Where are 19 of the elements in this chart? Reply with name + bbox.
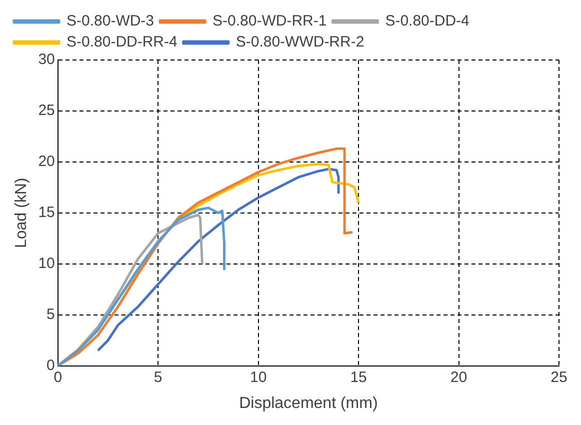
y-tick-label: 25 <box>38 102 55 120</box>
legend-label: S-0.80-DD-4 <box>385 12 470 30</box>
y-tick-label: 20 <box>38 153 55 170</box>
x-tick-label: 5 <box>154 368 162 386</box>
legend-label: S-0.80-WWD-RR-2 <box>236 34 364 51</box>
x-tick-label: 20 <box>450 368 468 386</box>
legend-label: S-0.80-WD-RR-1 <box>212 12 327 30</box>
x-tick-label: 15 <box>350 368 367 386</box>
y-tick-label: 5 <box>46 306 55 323</box>
y-tick-label: 30 <box>38 51 55 68</box>
y-axis-title: Load (kN) <box>13 178 30 248</box>
y-tick-label: 0 <box>46 356 55 374</box>
x-tick-label: 10 <box>250 368 267 386</box>
legend-label: S-0.80-WD-3 <box>66 12 154 30</box>
x-axis-title: Displacement (mm) <box>239 394 378 412</box>
x-tick-label: 25 <box>550 368 568 386</box>
y-tick-label: 10 <box>38 255 55 272</box>
y-tick-label: 15 <box>38 204 55 222</box>
legend-label: S-0.80-DD-RR-4 <box>66 34 178 51</box>
